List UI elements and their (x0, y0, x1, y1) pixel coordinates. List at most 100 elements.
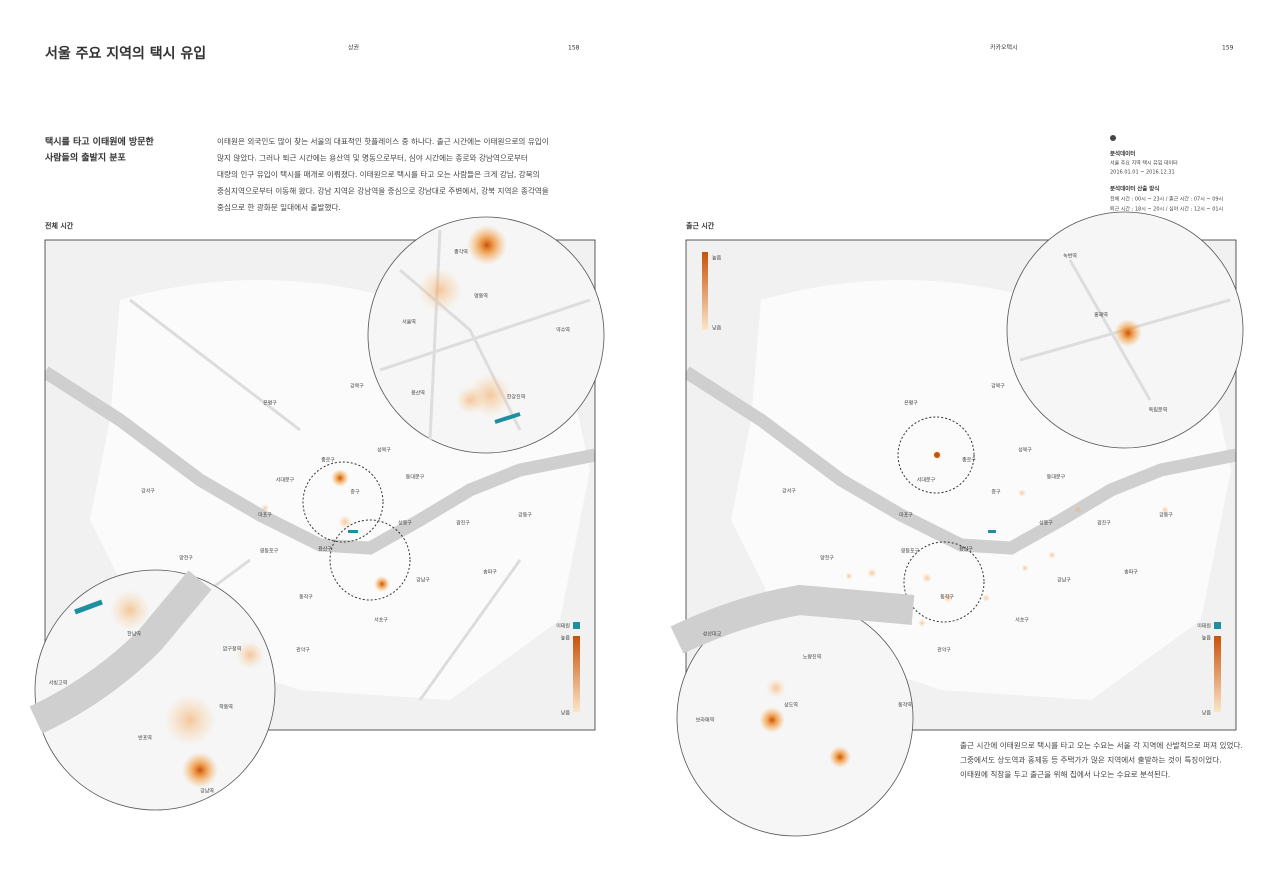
legend-label: 높음 (712, 255, 722, 262)
info-heading: 분석데이터 (1110, 150, 1135, 158)
station-label: 서빙고역 (49, 680, 67, 687)
station-label: 종각역 (454, 249, 468, 256)
subtitle: 택시를 타고 이태원에 방문한 (45, 136, 154, 148)
zoom-circle (670, 211, 1244, 837)
district-label: 강북구 (991, 383, 1005, 390)
station-label: 명동역 (474, 293, 488, 300)
info-heading: 분석데이터 산출 방식 (1110, 185, 1159, 193)
district-label: 은평구 (263, 400, 277, 407)
district-label: 동작구 (299, 594, 313, 601)
map-title: 전체 시간 (45, 221, 74, 230)
legend-label: 높음 (1202, 635, 1212, 642)
station-label: 용산역 (411, 390, 425, 397)
info-text: 2016.01.01 ~ 2016.12.31 (1110, 170, 1175, 176)
legend-label: 낮음 (561, 710, 571, 717)
district-label: 서초구 (1015, 617, 1029, 624)
district-label: 관악구 (296, 647, 310, 654)
district-label: 종로구 (321, 458, 335, 464)
station-label: 한강진역 (507, 394, 525, 401)
station-label: 학동역 (219, 704, 233, 711)
district-label: 은평구 (904, 400, 918, 407)
district-label: 성동구 (1039, 520, 1053, 527)
info-text: 퇴근 시간 : 18시 ~ 20시 / 심야 시간 : 12시 ~ 01시 (1110, 206, 1223, 213)
body-text: 대량의 인구 유입이 택시를 매개로 이뤄졌다. 이태원으로 택시를 타고 오는… (217, 169, 540, 179)
title: 서울 주요 지역의 택시 유입 (45, 45, 206, 62)
legend-label: 이태원 (1197, 623, 1211, 630)
district-label: 양천구 (179, 555, 193, 562)
legend-swatch (573, 622, 580, 629)
district-label: 영등포구 (901, 548, 920, 555)
district-label: 용산구 (318, 546, 332, 553)
district-label: 강서구 (782, 488, 796, 495)
district-label: 동작구 (940, 594, 954, 601)
station-label: 동작역 (898, 702, 912, 709)
station-label: 독립문역 (1149, 407, 1167, 414)
district-label: 용산구 (959, 546, 973, 553)
legend-label: 높음 (561, 635, 571, 642)
legend-scale (573, 636, 580, 712)
station-label: 강남역 (200, 788, 214, 795)
station-label: 서울역 (402, 319, 416, 326)
district-label: 강서구 (141, 488, 155, 495)
district-label: 성북구 (377, 447, 391, 454)
info-text: 서울 주요 지역 택시 유입 데이터 (1110, 160, 1178, 167)
zoom-circle (29, 216, 605, 811)
caption-text: 출근 시간에 이태원으로 택시를 타고 오는 수요는 서울 각 지역에 산발적으… (960, 740, 1243, 750)
district-label: 양천구 (820, 555, 834, 562)
station-label: 압구정역 (223, 646, 241, 653)
district-label: 송파구 (1124, 569, 1138, 576)
district-label: 중구 (991, 490, 1001, 496)
district-label: 강남구 (1057, 577, 1071, 584)
station-label: 반포역 (138, 735, 152, 742)
legend-label: 낮음 (1202, 710, 1212, 717)
station-label: 보라매역 (696, 717, 714, 724)
station-label: 노량진역 (803, 654, 821, 661)
district-label: 서대문구 (917, 477, 936, 484)
district-label: 서대문구 (276, 477, 295, 484)
district-label: 마포구 (899, 512, 913, 519)
page-number: 159 (1222, 45, 1234, 52)
caption-text: 이태원에 직장을 두고 출근을 위해 집에서 나오는 수요로 분석된다. (960, 769, 1170, 779)
district-label: 성동구 (398, 520, 412, 527)
district-label: 강남구 (416, 577, 430, 584)
caption-text: 그중에서도 상도역과 홍제동 등 주택가가 많은 지역에서 출발하는 것이 특징… (960, 755, 1222, 765)
bullet (1110, 135, 1116, 141)
legend-scale (1214, 636, 1221, 712)
district-label: 성북구 (1018, 447, 1032, 454)
district-label: 서초구 (374, 617, 388, 624)
body-text: 중심으로 한 광화문 일대에서 출발했다. (217, 202, 341, 212)
district-label: 강동구 (518, 512, 532, 519)
district-label: 강북구 (350, 383, 364, 390)
subtitle: 사람들의 출발지 분포 (45, 152, 127, 164)
district-label: 마포구 (258, 512, 272, 519)
district-label: 영등포구 (260, 548, 279, 555)
station-label: 한남역 (127, 631, 141, 638)
district-label: 종로구 (962, 458, 976, 464)
body-text: 많지 않았다. 그러나 퇴근 시간에는 용산역 및 명동으로부터, 심야 시간에… (217, 153, 528, 163)
station-label: 약수역 (556, 327, 570, 334)
station-label: 녹번역 (1063, 253, 1077, 260)
running-head: 상권 (348, 44, 359, 52)
body-text: 중심지역으로부터 이동해 왔다. 강남 지역은 강남역을 중심으로 강남대로 주… (217, 186, 549, 196)
legend-label: 이태원 (556, 623, 570, 630)
district-label: 송파구 (483, 569, 497, 576)
district-label: 동대문구 (1047, 474, 1066, 481)
district-label: 중구 (350, 490, 360, 496)
body-text: 이태원은 외국인도 많이 찾는 서울의 대표적인 핫플레이스 중 하나다. 출근… (217, 136, 549, 146)
station-label: 성산대교 (703, 631, 722, 638)
page-number: 158 (568, 45, 580, 52)
map-title: 출근 시간 (686, 221, 715, 230)
station-label: 상도역 (784, 702, 798, 709)
running-head: 카카오택시 (990, 44, 1018, 52)
district-label: 동대문구 (406, 474, 425, 481)
legend-label: 낮음 (712, 325, 722, 332)
info-text: 전체 시간 : 00시 ~ 23시 / 출근 시간 : 07시 ~ 09시 (1110, 196, 1223, 203)
district-label: 관악구 (937, 647, 951, 654)
district-label: 광진구 (1097, 520, 1111, 527)
district-label: 광진구 (456, 520, 470, 527)
station-label: 홍제역 (1094, 312, 1108, 319)
legend-swatch (1214, 622, 1221, 629)
